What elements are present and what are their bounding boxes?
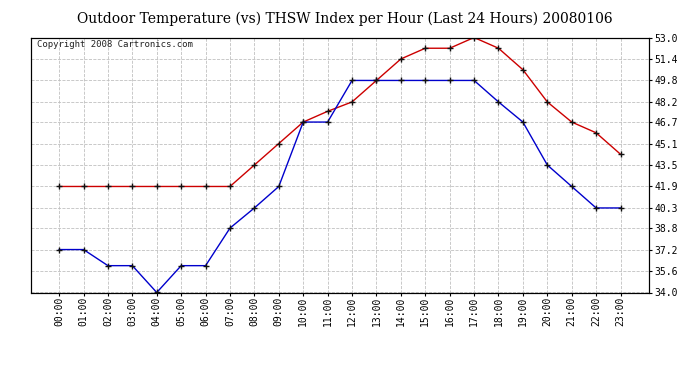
- Text: Copyright 2008 Cartronics.com: Copyright 2008 Cartronics.com: [37, 40, 193, 49]
- Text: Outdoor Temperature (vs) THSW Index per Hour (Last 24 Hours) 20080106: Outdoor Temperature (vs) THSW Index per …: [77, 11, 613, 26]
